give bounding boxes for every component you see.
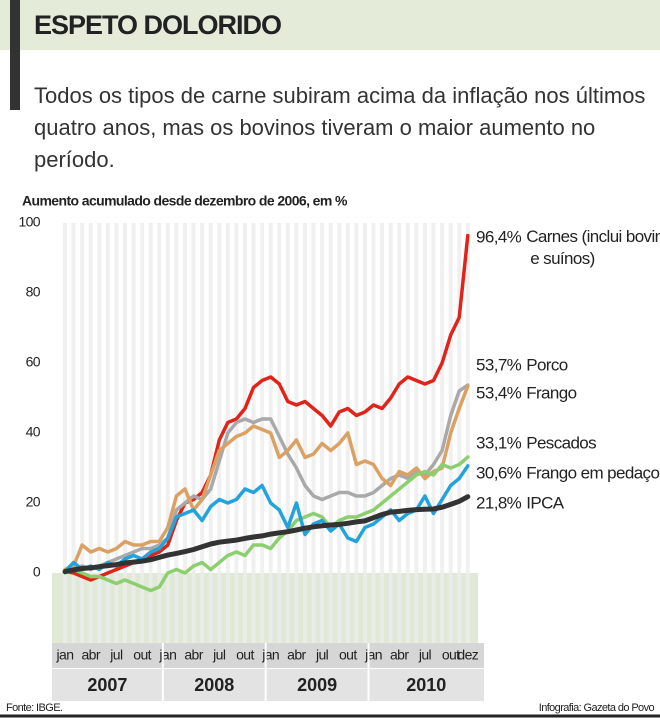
month-stripe [285, 223, 290, 643]
month-stripe [191, 223, 196, 643]
month-stripe [80, 223, 85, 643]
series-name: IPCA [526, 493, 565, 512]
month-stripe [294, 223, 299, 643]
month-stripe [105, 223, 110, 643]
chart-title: ESPETO DOLORIDO [34, 10, 282, 40]
month-stripe [234, 223, 239, 643]
year-label: 2008 [194, 675, 234, 695]
value-label: 30,6% [476, 463, 522, 482]
month-stripe [182, 223, 187, 643]
year-label: 2010 [406, 675, 446, 695]
month-stripe [217, 223, 222, 643]
credit: Infografia: Gazeta do Povo [539, 702, 655, 714]
month-stripe [63, 223, 67, 643]
x-tick-label: jul [315, 647, 329, 663]
series-line [63, 384, 470, 572]
month-stripe [440, 223, 445, 643]
month-stripe [251, 223, 256, 643]
series-line [62, 494, 471, 575]
x-tick-label: out [236, 647, 254, 663]
month-stripe [320, 223, 325, 643]
month-stripe [380, 223, 385, 643]
x-tick-label: abr [81, 647, 100, 663]
x-tick-label: jan [364, 647, 382, 663]
chart-subtitle: Todos os tipos de carne subiram acima da… [34, 83, 646, 172]
x-tick-label: jan [158, 647, 176, 663]
x-tick-label: out [339, 647, 357, 663]
x-tick-label: dez [457, 647, 478, 663]
month-stripe [114, 223, 119, 643]
month-stripe [414, 223, 419, 643]
x-tick-label: jul [418, 647, 432, 663]
series-line [63, 464, 470, 574]
x-tick-label: jul [109, 647, 123, 663]
x-tick-label: abr [287, 647, 306, 663]
series-line [63, 455, 470, 593]
y-tick-label: 40 [26, 424, 41, 440]
month-stripe [362, 223, 367, 643]
month-stripe [200, 223, 205, 643]
value-label: 33,1% [476, 433, 522, 452]
y-tick-label: 80 [26, 284, 41, 300]
source: Fonte: IBGE. [6, 702, 63, 714]
month-stripe [302, 223, 307, 643]
month-stripe [131, 223, 136, 643]
month-stripe [405, 223, 410, 643]
x-tick-label: jan [56, 647, 74, 663]
y-tick-label: 60 [26, 354, 41, 370]
series-name: Porco [526, 355, 568, 374]
accent-bar [10, 0, 20, 110]
month-stripe [328, 223, 333, 643]
value-label: 53,7% [476, 355, 522, 374]
y-tick-label: 100 [18, 214, 40, 230]
x-tick-label: out [133, 647, 151, 663]
title-bar [0, 0, 660, 50]
month-stripe [388, 223, 393, 643]
series-name: Frango [526, 383, 576, 402]
month-stripe [422, 223, 427, 643]
month-stripe [397, 223, 402, 643]
month-stripe [71, 223, 76, 643]
y-tick-label: 20 [26, 494, 41, 510]
series-name: Frango em pedaços [526, 463, 660, 482]
month-stripe [174, 223, 179, 643]
value-label: 53,4% [476, 383, 522, 402]
series-name: Carnes (inclui bovinos e suínos) [526, 227, 660, 268]
month-stripe [354, 223, 359, 643]
month-stripe [122, 223, 127, 643]
x-tick-label: jan [261, 647, 279, 663]
month-stripe [431, 223, 436, 643]
month-stripe [311, 223, 316, 643]
month-stripe [457, 223, 462, 643]
year-label: 2007 [87, 675, 127, 695]
y-axis-label: Aumento acumulado desde dezembro de 2006… [22, 193, 348, 209]
x-tick-label: out [442, 647, 460, 663]
x-tick-label: abr [184, 647, 203, 663]
month-stripe [208, 223, 213, 643]
x-tick-label: abr [390, 647, 409, 663]
series-name: Pescados [526, 433, 596, 452]
month-band [52, 643, 484, 668]
x-tick-label: jul [212, 647, 226, 663]
value-label: 21,8% [476, 493, 522, 512]
value-label: 96,4% [476, 227, 522, 246]
y-tick-label: 0 [33, 564, 41, 580]
month-stripe [465, 223, 470, 643]
year-band [52, 669, 484, 701]
month-stripe [88, 223, 93, 643]
month-stripe [97, 223, 102, 643]
month-stripe [140, 223, 145, 643]
series-line [63, 383, 470, 574]
month-stripe [157, 223, 162, 643]
month-stripe [148, 223, 153, 643]
month-stripe [337, 223, 342, 643]
month-stripe [371, 223, 376, 643]
month-stripe [165, 223, 170, 643]
month-stripe [260, 223, 265, 643]
year-label: 2009 [297, 675, 337, 695]
